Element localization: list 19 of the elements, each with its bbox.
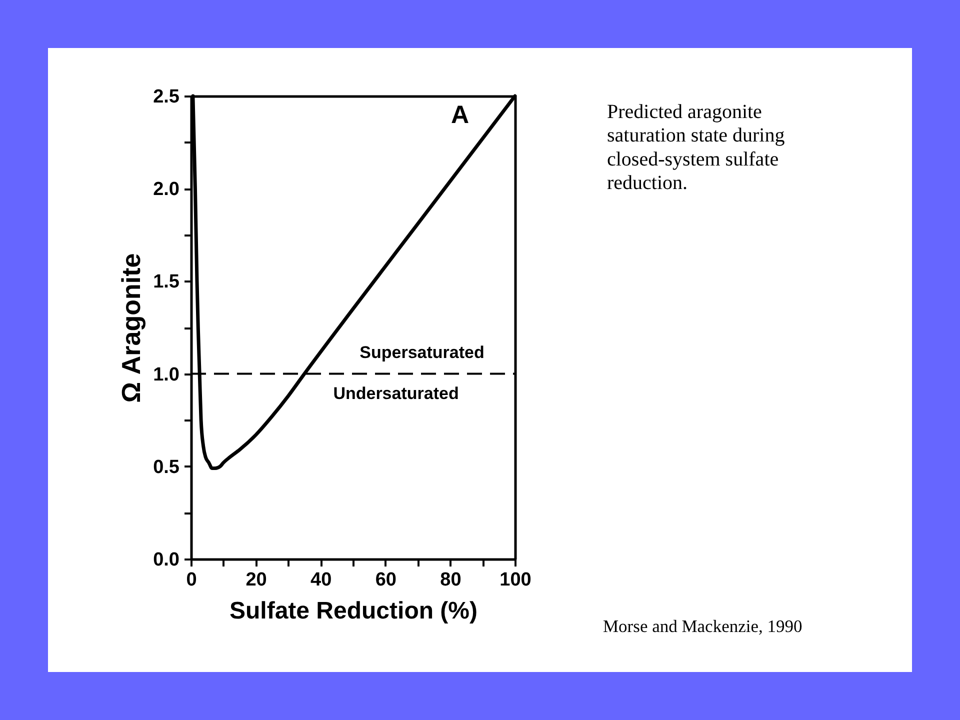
y-tick-label: 0.0 [153,550,180,570]
x-axis-title: Sulfate Reduction (%) [229,598,478,624]
y-tick-label: 1.5 [153,272,180,293]
text: Predicted aragonite saturation state during closed-system sulfate reduction. [607,101,785,194]
y-tick-label: 2.0 [153,179,180,200]
annotation: Undersaturated [333,384,459,403]
annotation: Supersaturated [360,343,484,362]
y-tick-label: 0.5 [153,456,180,478]
x-tick-label: 60 [375,570,396,590]
x-tick-label: 100 [500,570,532,590]
y-tick-label: 2.5 [153,86,180,108]
y-tick-label: 1.0 [153,364,180,386]
x-tick-label: 20 [246,570,267,590]
x-tick-label: 0 [186,570,197,590]
x-tick-label: 40 [310,570,332,590]
x-tick-label: 80 [440,570,462,590]
annotation: A [450,101,470,129]
y-axis-title: Ω Aragonite [116,253,146,403]
text: Morse and Mackenzie, 1990 [603,616,802,636]
